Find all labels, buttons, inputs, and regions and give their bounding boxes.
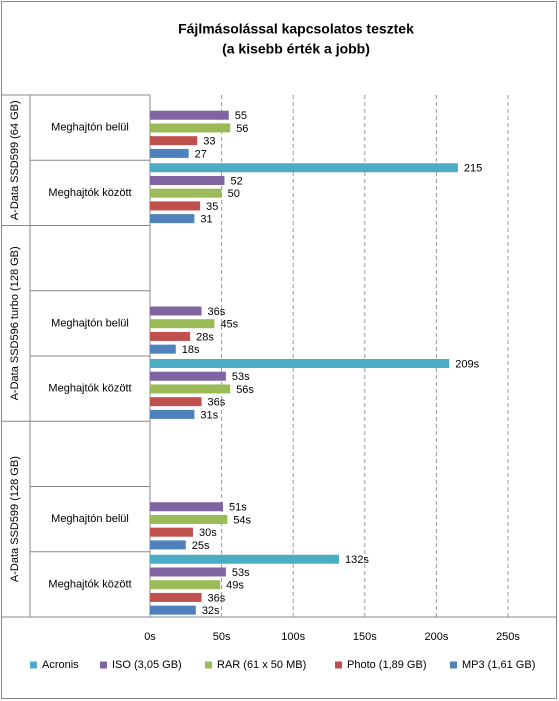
value-label: 51s — [229, 502, 247, 514]
value-label: 52 — [230, 175, 242, 187]
value-label: 31 — [200, 214, 212, 226]
value-label: 132s — [345, 554, 369, 566]
group-label: A-Data SSD596 turbo (128 GB) — [9, 246, 21, 400]
bar — [150, 214, 195, 224]
value-label: 18s — [182, 344, 200, 356]
value-label: 36s — [208, 397, 226, 409]
value-label: 31s — [200, 409, 218, 421]
bar — [150, 592, 202, 602]
value-label: 53s — [232, 371, 250, 383]
chart-title: Fájlmásolással kapcsolatos tesztek — [178, 21, 414, 37]
bar — [150, 344, 176, 354]
value-label: 56s — [236, 384, 254, 396]
bar — [150, 175, 225, 185]
bar — [150, 514, 228, 524]
group-label: A-Data SSD599 (64 GB) — [9, 100, 21, 220]
value-label: 209s — [455, 358, 479, 370]
category-label: Meghajtón belül — [51, 122, 129, 134]
legend-marker — [450, 661, 457, 669]
x-tick-label: 0s — [144, 631, 156, 643]
chart-subtitle: (a kisebb érték a jobb) — [222, 41, 370, 57]
x-tick-label: 150s — [353, 631, 377, 643]
bar — [150, 580, 221, 590]
category-label: Meghajtók között — [48, 187, 131, 199]
value-label: 33 — [203, 136, 215, 148]
value-label: 55 — [235, 110, 247, 122]
value-label: 32s — [202, 605, 220, 617]
bar — [150, 371, 226, 381]
bar — [150, 359, 450, 369]
value-label: 53s — [232, 567, 250, 579]
value-label: 25s — [192, 540, 210, 552]
value-label: 30s — [199, 527, 217, 539]
legend-marker — [30, 661, 37, 669]
bar — [150, 306, 202, 316]
legend-label: MP3 (1,61 GB) — [462, 659, 535, 671]
bar — [150, 123, 231, 133]
legend-label: ISO (3,05 GB) — [112, 659, 182, 671]
x-tick-label: 250s — [496, 631, 520, 643]
bar — [150, 201, 201, 211]
bar — [150, 605, 196, 615]
value-label: 50 — [228, 188, 240, 200]
bar — [150, 409, 195, 419]
x-tick-label: 200s — [424, 631, 448, 643]
legend-label: RAR (61 x 50 MB) — [217, 659, 306, 671]
bar — [150, 136, 198, 146]
bar — [150, 319, 215, 329]
bar — [150, 567, 226, 577]
legend-label: Acronis — [42, 659, 79, 671]
x-tick-label: 50s — [213, 631, 231, 643]
value-label: 36s — [208, 592, 226, 604]
group-label: A-Data SSD599 (128 GB) — [9, 456, 21, 582]
bar — [150, 148, 189, 158]
bar — [150, 110, 229, 120]
bar — [150, 163, 458, 173]
value-label: 45s — [220, 319, 238, 331]
value-label: 35 — [206, 201, 218, 213]
value-label: 36s — [208, 306, 226, 318]
bar — [150, 502, 224, 512]
category-label: Meghajtók között — [48, 383, 131, 395]
bar — [150, 397, 202, 407]
category-label: Meghajtók között — [48, 578, 131, 590]
bar — [150, 331, 191, 341]
value-label: 54s — [233, 514, 251, 526]
legend-marker — [100, 661, 107, 669]
value-label: 28s — [196, 331, 214, 343]
bar — [150, 540, 186, 550]
category-label: Meghajtón belül — [51, 317, 129, 329]
bar — [150, 188, 222, 198]
value-label: 49s — [226, 580, 244, 592]
value-label: 56 — [236, 123, 248, 135]
value-label: 27 — [195, 148, 207, 160]
legend-marker — [205, 661, 212, 669]
bar — [150, 527, 193, 537]
legend-label: Photo (1,89 GB) — [347, 659, 427, 671]
legend-marker — [335, 661, 342, 669]
x-tick-label: 100s — [281, 631, 305, 643]
value-label: 215 — [464, 163, 482, 175]
category-label: Meghajtón belül — [51, 513, 129, 525]
bar — [150, 554, 340, 564]
bar — [150, 384, 231, 394]
